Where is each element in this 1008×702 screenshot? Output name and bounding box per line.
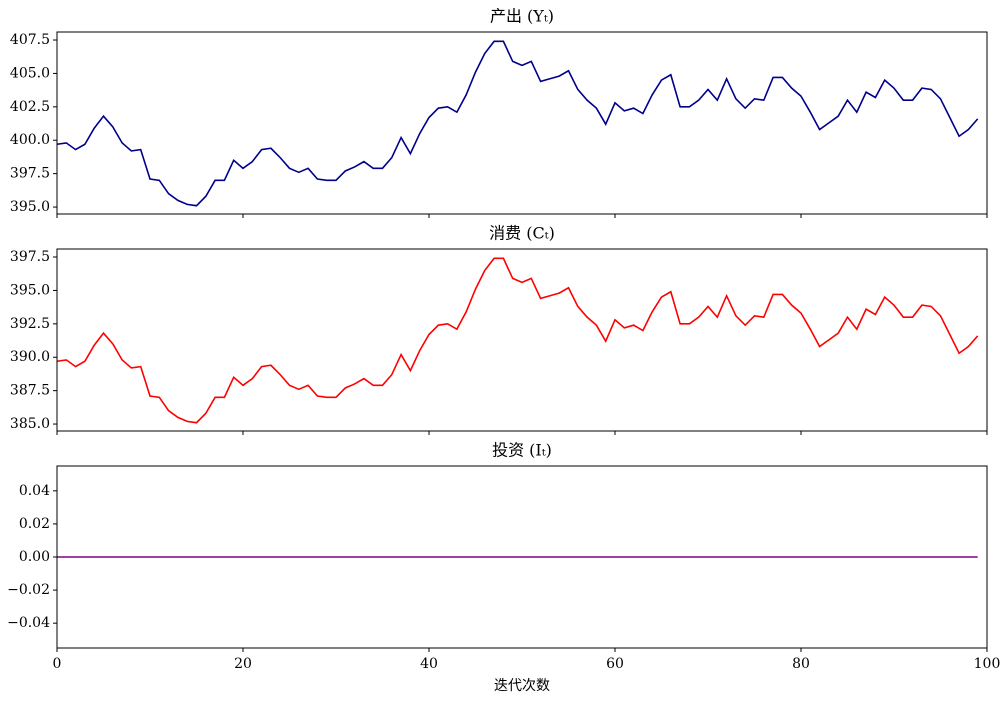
x-tick-label: 100 bbox=[974, 656, 1001, 672]
axes-frame bbox=[56, 465, 988, 649]
x-tick-label: 80 bbox=[792, 656, 810, 672]
subplot-title: 投资 (Iₜ) bbox=[492, 441, 552, 460]
y-tick-label: 405.0 bbox=[10, 65, 50, 81]
subplot-title: 产出 (Yₜ) bbox=[490, 7, 554, 26]
axes-frame bbox=[56, 248, 988, 432]
y-tick-label: 400.0 bbox=[10, 132, 50, 148]
y-tick-label: 397.5 bbox=[10, 249, 50, 265]
y-tick-label: 397.5 bbox=[10, 166, 50, 182]
y-tick-label: 390.0 bbox=[10, 349, 50, 365]
data-line bbox=[56, 257, 979, 424]
y-tick-label: 385.0 bbox=[10, 416, 50, 432]
x-tick-label: 0 bbox=[53, 656, 62, 672]
y-tick-label: 407.5 bbox=[10, 32, 50, 48]
subplot-title: 消费 (Cₜ) bbox=[489, 224, 555, 243]
x-tick-label: 60 bbox=[606, 656, 624, 672]
data-line bbox=[56, 40, 979, 207]
x-tick-label: 20 bbox=[234, 656, 252, 672]
y-tick-label: 0.04 bbox=[19, 483, 50, 499]
axes-frame bbox=[56, 31, 988, 215]
y-tick-label: −0.02 bbox=[7, 582, 50, 598]
y-tick-label: 402.5 bbox=[10, 99, 50, 115]
x-axis-label: 迭代次数 bbox=[494, 678, 550, 694]
y-tick-label: −0.04 bbox=[7, 615, 50, 631]
y-tick-label: 395.0 bbox=[10, 199, 50, 215]
y-tick-label: 0.02 bbox=[19, 516, 50, 532]
x-tick-label: 40 bbox=[420, 656, 438, 672]
y-tick-label: 0.00 bbox=[19, 549, 50, 565]
y-tick-label: 387.5 bbox=[10, 383, 50, 399]
y-tick-label: 392.5 bbox=[10, 316, 50, 332]
y-tick-label: 395.0 bbox=[10, 282, 50, 298]
